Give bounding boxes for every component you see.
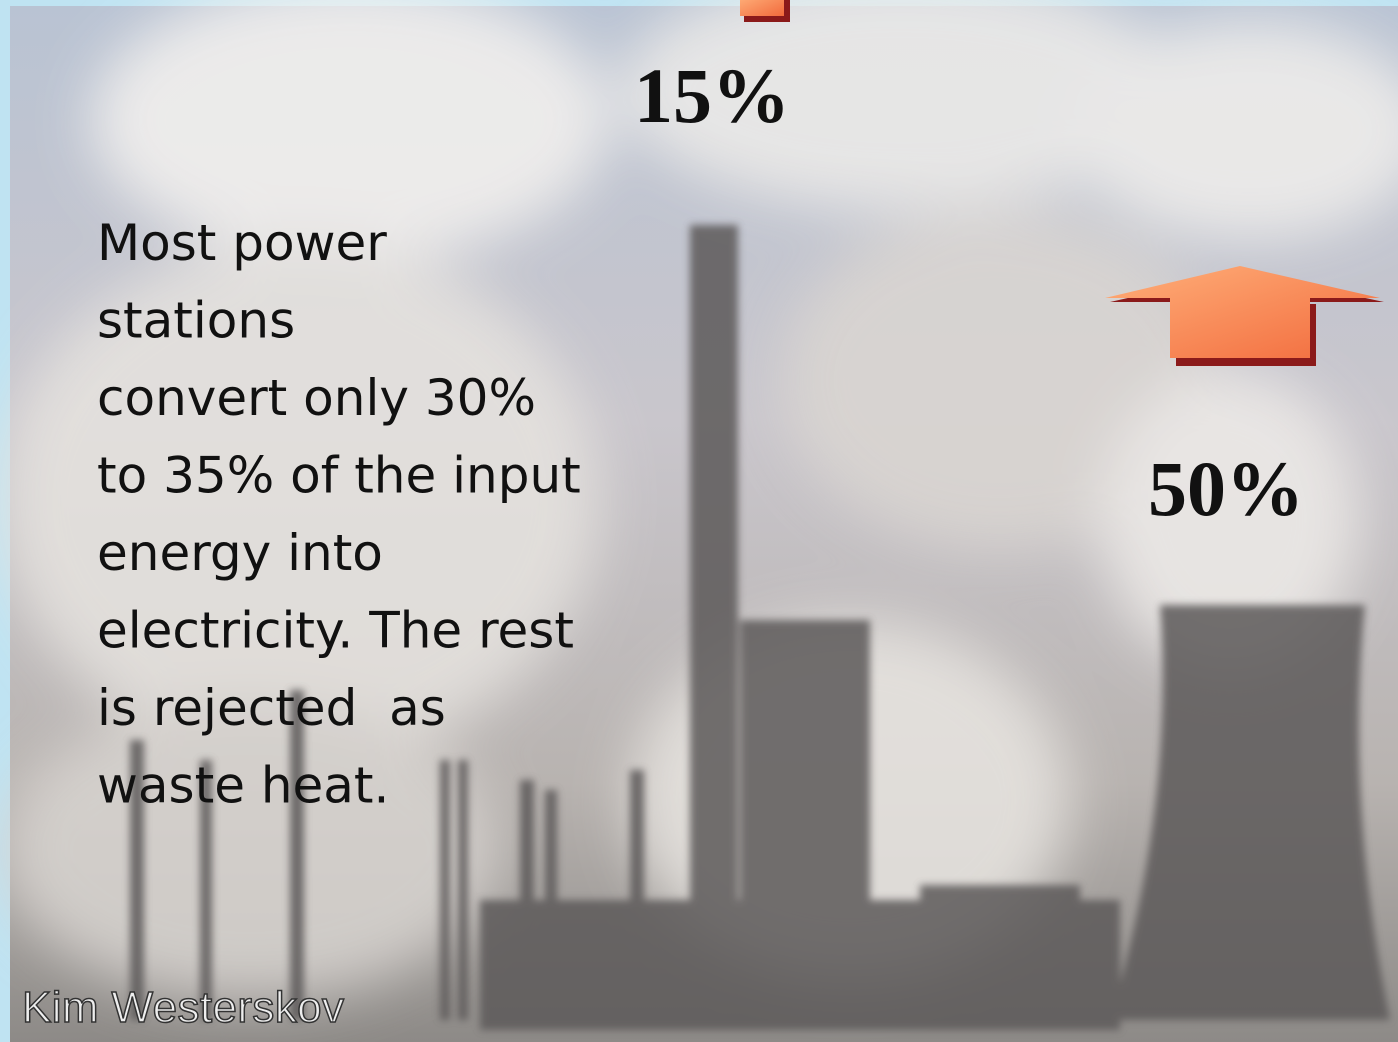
photo-credit: Kim Westerskov <box>22 983 344 1032</box>
body-line: electricity. The rest <box>97 602 574 660</box>
top-arrow <box>740 0 790 22</box>
right-percent: 50% <box>1148 445 1304 532</box>
body-line: to 35% of the input <box>97 447 581 505</box>
top-percent: 15% <box>634 52 790 139</box>
body-line: Most power <box>97 214 387 272</box>
body-line: convert only 30% <box>97 369 536 427</box>
body-line: stations <box>97 292 295 350</box>
body-line: waste heat. <box>97 757 389 815</box>
body-line: energy into <box>97 524 383 582</box>
page: 15% 50% Most power stations convert only 3… <box>0 0 1398 1042</box>
slide: 15% 50% Most power stations convert only 3… <box>0 0 1398 1042</box>
body-line: is rejected as <box>97 679 446 737</box>
